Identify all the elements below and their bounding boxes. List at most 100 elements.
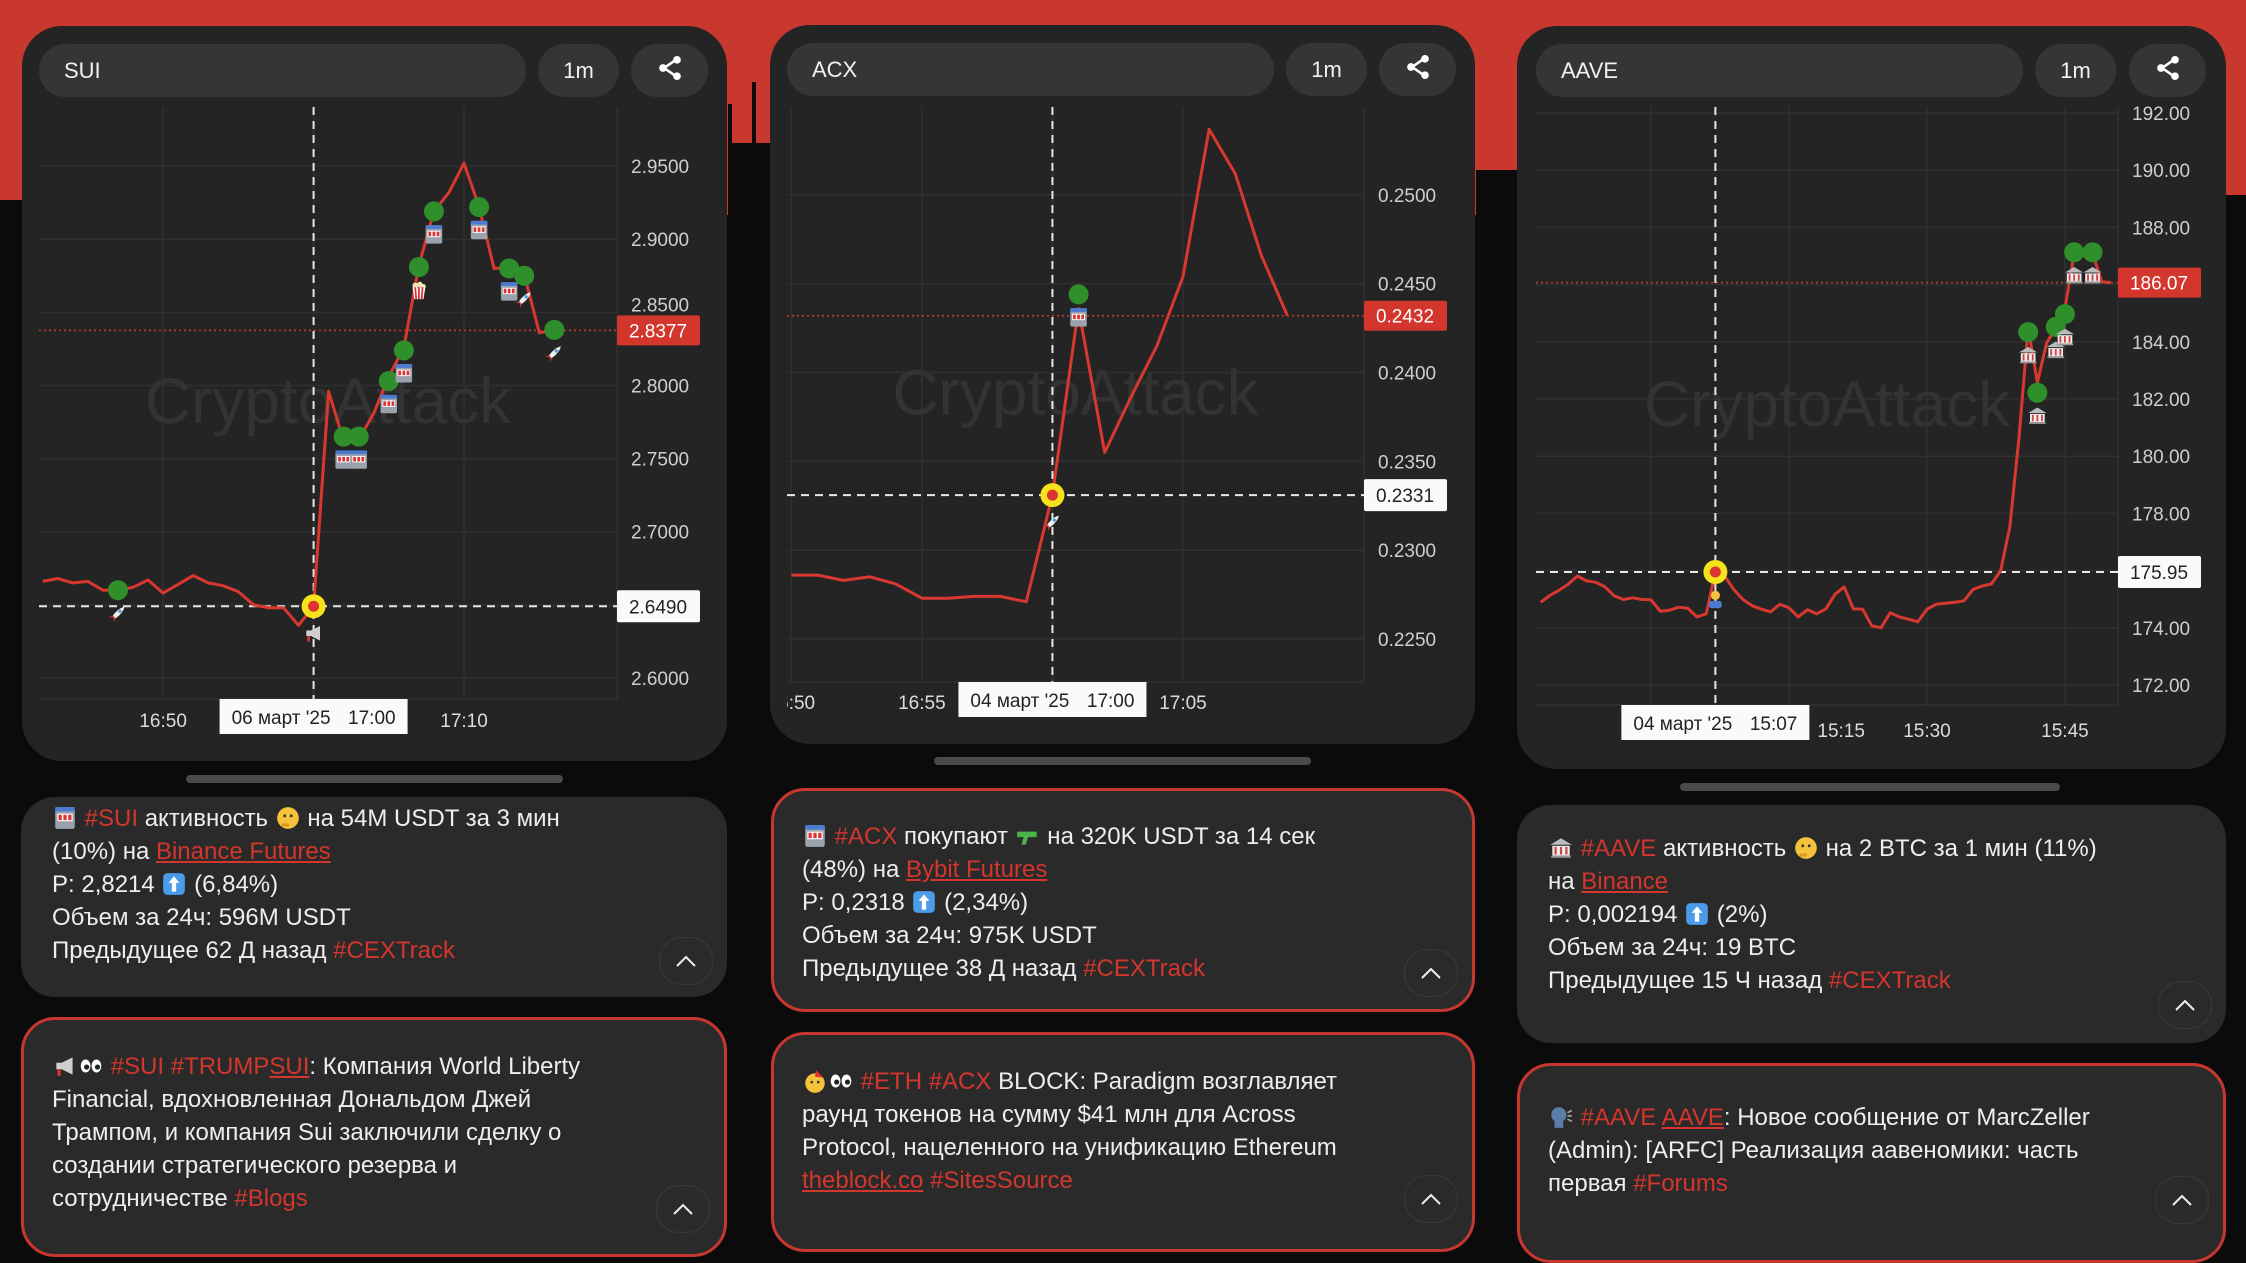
collapse-button[interactable]: [2158, 981, 2212, 1029]
source-link[interactable]: Binance Futures: [155, 838, 331, 865]
hashtag-link[interactable]: #Blogs: [234, 1185, 308, 1212]
chart-panel-acx: ACX 1m CryptoAttack 0.2250 0.2300 0.2350 0.2…: [770, 25, 1475, 744]
message-text: на 54M USDT за 3 мин: [300, 805, 560, 832]
buy-activity-marker[interactable]: [393, 340, 414, 361]
horizontal-scrollbar[interactable]: [186, 775, 563, 783]
symbol-label: AAVE: [1561, 57, 1619, 83]
slot-machine-icon: [470, 220, 488, 240]
message-line: #SUI #TRUMPSUI: Компания World Liberty: [52, 1050, 724, 1083]
rocket-icon: [545, 346, 561, 362]
buy-activity-marker[interactable]: [2027, 382, 2048, 403]
message-line: P: 0,002194 (2%): [1548, 898, 2226, 931]
slot-machine-icon: [500, 282, 518, 301]
y-tick-label: 2.6000: [631, 669, 689, 690]
message-text: Предыдущее 38 Д назад: [802, 955, 1084, 982]
buy-activity-marker[interactable]: [1068, 284, 1089, 305]
message-text: : Компания World Liberty: [309, 1053, 581, 1080]
message-text: создании стратегического резерва и: [52, 1152, 458, 1179]
buy-activity-marker[interactable]: [348, 426, 369, 447]
message-text: (48%) на: [802, 856, 906, 883]
bank-icon: [2055, 328, 2075, 346]
crosshair-price-label: [1364, 479, 1447, 512]
buy-activity-marker[interactable]: [333, 426, 354, 447]
source-link[interactable]: AAVE: [1661, 1104, 1724, 1131]
signal-card-sui: #SUI активность на 54M USDT за 3 мин (10%…: [21, 797, 727, 997]
message-line: Предыдущее 15 Ч назад #CEXTrack: [1548, 964, 2226, 997]
symbol-field[interactable]: AAVE: [1536, 44, 2023, 97]
symbol-field[interactable]: ACX: [787, 43, 1274, 96]
buy-activity-marker[interactable]: [378, 371, 399, 392]
news-card-sui: #SUI #TRUMPSUI: Компания World Liberty Fi…: [21, 1017, 727, 1257]
hashtag-link[interactable]: #TRUMP: [170, 1053, 270, 1080]
share-button[interactable]: [631, 44, 708, 97]
collapse-button[interactable]: [1404, 949, 1458, 997]
buy-activity-marker[interactable]: [408, 256, 429, 277]
price-chart[interactable]: CryptoAttack 172.00 174.00 178.00 180.00 182.…: [1517, 26, 2226, 769]
horizontal-scrollbar[interactable]: [1680, 783, 2060, 791]
crosshair-date: 04 март '25: [970, 691, 1069, 712]
hashtag-link[interactable]: #ACX: [928, 1068, 992, 1095]
x-tick-label: 16:50: [770, 693, 815, 714]
collapse-button[interactable]: [1404, 1175, 1458, 1223]
y-tick-label: 2.9500: [631, 157, 689, 178]
message-line: #AAVE AAVE: Новое сообщение от MarcZelle…: [1548, 1101, 2223, 1134]
hashtag-link[interactable]: #CEXTrack: [1083, 955, 1205, 982]
interval-button[interactable]: 1m: [2035, 44, 2116, 97]
y-tick-label: 178.00: [2132, 504, 2190, 525]
collapse-button[interactable]: [2155, 1176, 2209, 1224]
skyline-building: [728, 143, 770, 843]
message-text: покупают: [897, 823, 1015, 850]
chevron-up-icon: [2172, 1194, 2192, 1206]
hashtag-link[interactable]: #CEXTrack: [333, 937, 455, 964]
horizontal-scrollbar[interactable]: [934, 757, 1311, 765]
hashtag-link[interactable]: #Forums: [1633, 1170, 1728, 1197]
source-link[interactable]: SUI: [269, 1053, 310, 1080]
interval-label: 1m: [2060, 57, 2091, 83]
symbol-field[interactable]: SUI: [39, 44, 526, 97]
hashtag-link[interactable]: #ETH: [860, 1068, 923, 1095]
x-tick-label: 16:55: [898, 693, 946, 714]
source-link[interactable]: theblock.co: [802, 1167, 924, 1194]
hashtag-link[interactable]: #AAVE: [1580, 1104, 1657, 1131]
message-line: Financial, вдохновленная Дональдом Джей: [52, 1083, 724, 1116]
buy-activity-marker[interactable]: [2064, 242, 2085, 263]
buy-activity-marker[interactable]: [107, 580, 128, 601]
interval-button[interactable]: 1m: [1286, 43, 1367, 96]
hashtag-link[interactable]: #SUI: [110, 1053, 165, 1080]
buy-activity-marker[interactable]: [514, 265, 535, 286]
speaking-head-icon: [1548, 1104, 1574, 1130]
source-link[interactable]: Bybit Futures: [905, 856, 1048, 883]
collapse-button[interactable]: [656, 1185, 710, 1233]
price-chart[interactable]: CryptoAttack 0.2250 0.2300 0.2350 0.2400 0.24…: [770, 25, 1475, 744]
buy-activity-marker[interactable]: [544, 319, 565, 340]
buy-activity-marker[interactable]: [423, 201, 444, 222]
crosshair-price-value: 2.6490: [629, 597, 687, 618]
skyline-antenna: [752, 82, 756, 162]
buy-activity-marker[interactable]: [2054, 304, 2075, 325]
slot-machine-icon: [395, 364, 413, 383]
y-tick-label: 0.2450: [1378, 275, 1436, 296]
buy-activity-marker[interactable]: [499, 258, 520, 279]
hashtag-link[interactable]: #SUI: [84, 805, 139, 832]
message-line: Объем за 24ч: 19 BTC: [1548, 931, 2226, 964]
hashtag-link[interactable]: #CEXTrack: [1828, 967, 1951, 994]
hashtag-link[interactable]: #AAVE: [1580, 835, 1657, 862]
y-tick-label: 190.00: [2132, 161, 2190, 182]
message-text: (Admin): [ARFC] Реализация аавеномики: ч…: [1548, 1137, 2079, 1164]
hashtag-link[interactable]: #ACX: [834, 823, 898, 850]
buy-activity-marker[interactable]: [469, 197, 490, 218]
source-link[interactable]: Binance: [1581, 868, 1669, 895]
message-text: P: 0,2318: [802, 889, 912, 916]
slot-machine-icon: [802, 823, 828, 849]
hashtag-link[interactable]: #SitesSource: [930, 1167, 1073, 1194]
buy-activity-marker[interactable]: [2018, 322, 2039, 343]
price-chart[interactable]: CryptoAttack2.60002.70002.75002.80002.85…: [22, 26, 727, 761]
share-button[interactable]: [1379, 43, 1456, 96]
share-button[interactable]: [2129, 44, 2206, 97]
message-text: [828, 823, 835, 850]
collapse-button[interactable]: [659, 937, 713, 985]
message-text: Предыдущее 15 Ч назад: [1548, 967, 1829, 994]
buy-activity-marker[interactable]: [2082, 242, 2103, 263]
crosshair-time-label: [958, 682, 1147, 717]
interval-button[interactable]: 1m: [538, 44, 619, 97]
